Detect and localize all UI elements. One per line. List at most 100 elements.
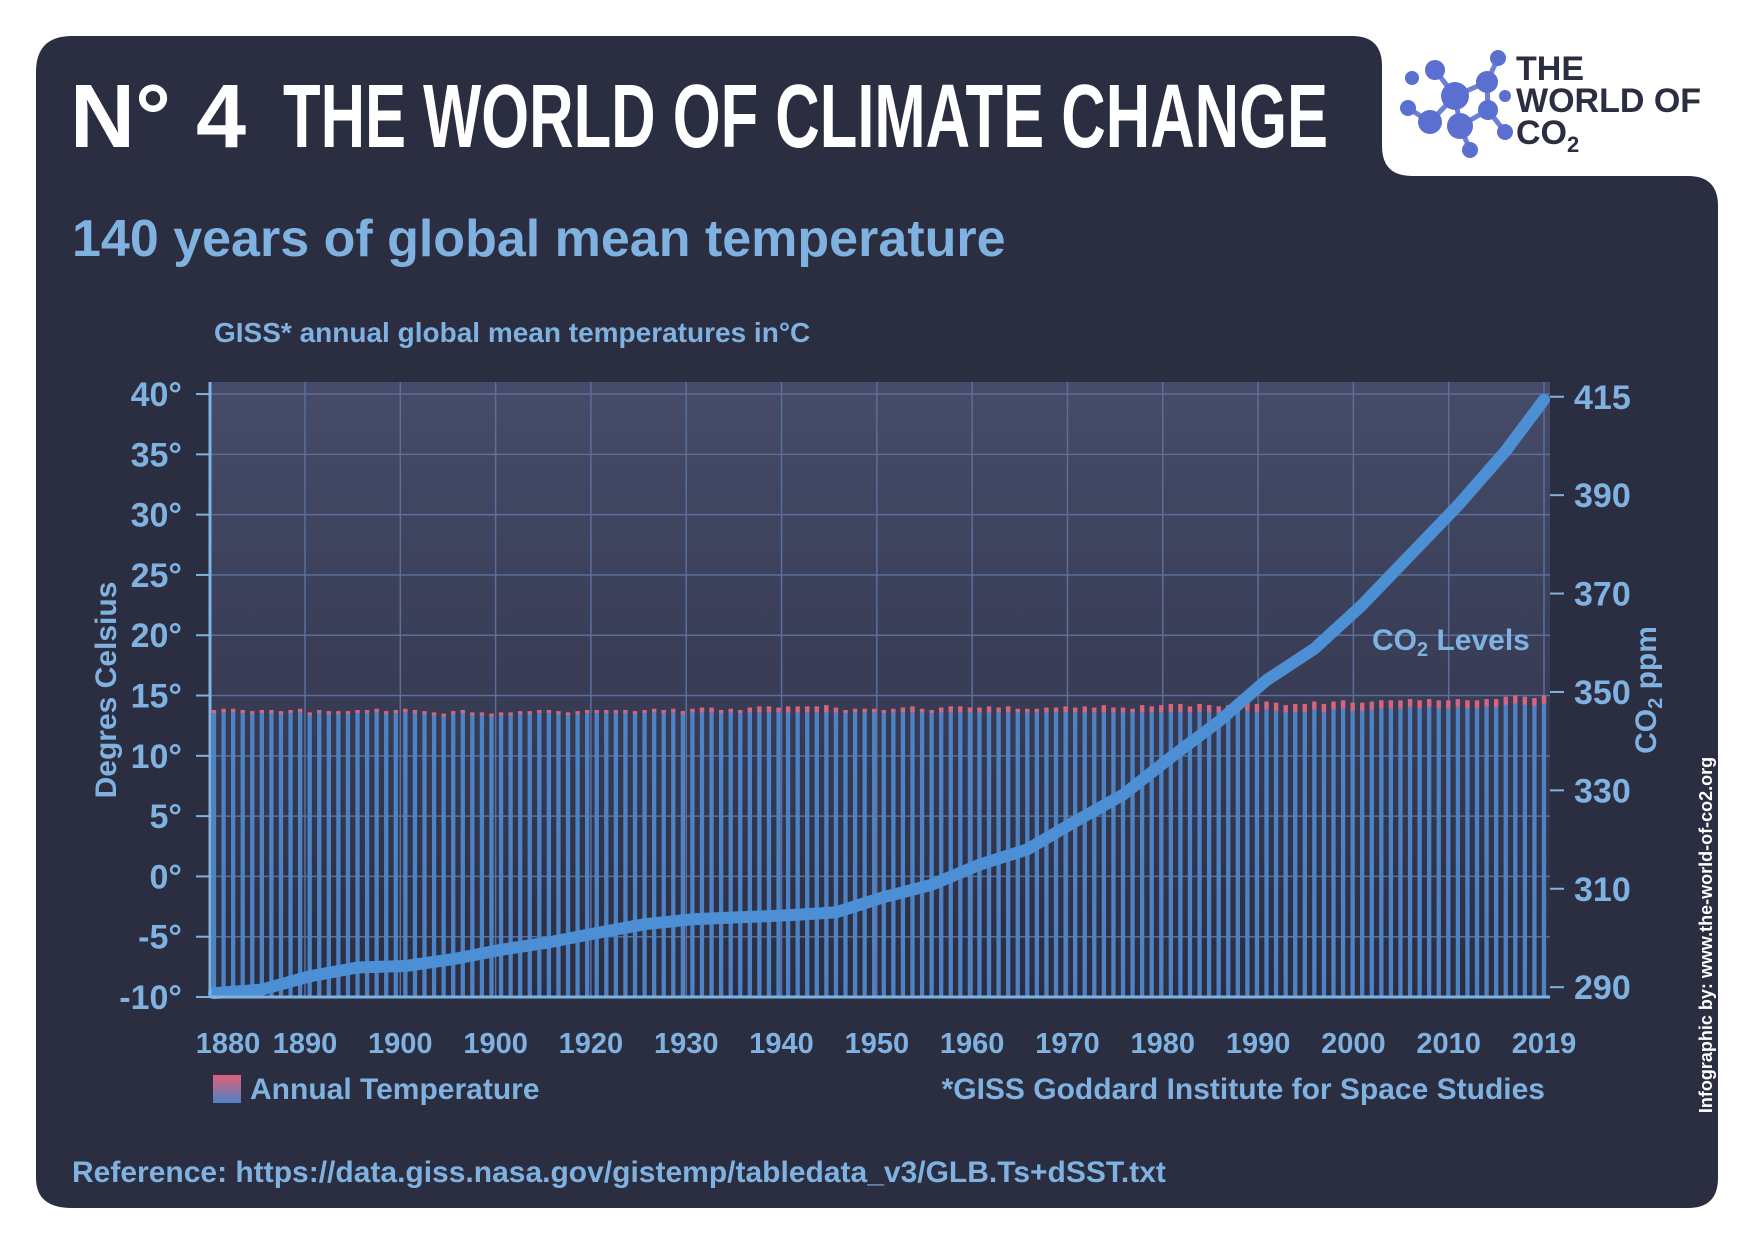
temperature-bar-cap [1101,705,1107,713]
temperature-bar-cap [1206,705,1212,713]
logo-line-2: WORLD OF [1516,82,1701,120]
temperature-bar [1350,702,1355,997]
temperature-bar [1522,696,1528,997]
temperature-bar [709,707,714,997]
temperature-bar [1178,703,1183,997]
temperature-bar-cap [575,711,580,715]
x-tick-label: 1980 [1131,1028,1196,1060]
y-tick-label: -10° [119,979,182,1017]
temperature-bar-cap [1006,706,1011,713]
temperature-bar-cap [1178,703,1183,712]
x-tick-label: 2000 [1321,1028,1386,1060]
x-tick-label: 1970 [1035,1028,1100,1060]
temperature-bar [470,712,475,997]
x-tick-label: 1920 [559,1028,624,1060]
temperature-bar [1503,696,1508,997]
temperature-bar [1321,703,1327,997]
y2-tick-label: 290 [1574,969,1631,1007]
temperature-bar-cap [881,710,886,713]
temperature-bar-cap [986,706,992,713]
temperature-bar [939,707,944,997]
y2-tick-label: 415 [1574,379,1631,417]
temperature-bar-cap [728,708,733,713]
temperature-bar-cap [1025,708,1030,713]
temperature-bar [451,711,456,997]
temperature-bar-cap [1168,703,1173,712]
temperature-bar [977,707,982,997]
temperature-bar [1427,699,1432,997]
x-tick-label: 2010 [1416,1028,1481,1060]
temperature-bar-cap [1484,699,1489,708]
temperature-bar [623,710,628,997]
temperature-bar [1101,705,1107,997]
temperature-bar-cap [1427,699,1432,708]
temperature-bar-cap [1072,707,1078,713]
chart-caption: GISS* annual global mean temperatures in… [214,317,810,348]
page-title: THE WORLD OF CLIMATE CHANGE [283,67,1328,167]
temperature-bar [1111,707,1116,997]
y-tick-label: 20° [131,617,182,655]
logo-line-3: CO2 [1516,114,1579,157]
temperature-bar-cap [1034,708,1040,713]
temperature-bar [958,706,963,997]
temperature-bar [814,706,819,997]
plot-background [210,382,1550,997]
temperature-bar-cap [364,710,370,713]
temperature-bar-cap [852,708,858,713]
temperature-bar-cap [671,708,676,713]
y2-tick-label: 330 [1574,772,1631,810]
temperature-bar [1407,699,1413,997]
chart-subtitle: 140 years of global mean temperature [72,210,1006,268]
temperature-bar [345,711,351,997]
temperature-bar [1226,705,1231,997]
temperature-bar-cap [718,710,724,713]
temperature-bar-cap [1245,702,1250,711]
temperature-bar-cap [317,710,322,713]
temperature-bar [288,710,293,997]
temperature-bar-cap [661,710,666,713]
temperature-bar-cap [1293,703,1298,712]
temperature-bar [690,708,695,997]
temperature-bar-cap [939,707,944,713]
temperature-bar-cap [565,712,571,716]
temperature-bar [1235,703,1240,997]
temperature-bar [718,710,724,997]
x-tick-label: 1950 [845,1028,910,1060]
temperature-bar [393,710,398,997]
temperature-bar [1130,708,1135,997]
temperature-bar-cap [556,711,561,715]
temperature-bar-cap [269,710,274,713]
temperature-bar [1465,700,1470,997]
temperature-bar [881,710,886,997]
y-tick-label: 35° [131,436,182,474]
temperature-bar-cap [709,707,714,713]
temperature-bar-cap [814,706,819,713]
temperature-bar [1264,701,1269,997]
temperature-bar [1216,706,1221,997]
temperature-bar [1139,705,1145,997]
temperature-bar [441,713,446,997]
temperature-bar-cap [1532,697,1537,706]
reference-link[interactable]: Reference: https://data.giss.nasa.gov/gi… [72,1156,1166,1189]
x-axis-ticks: 1880 1890 1900 1900 1920 1930 1940 1950 1960 1970… [196,1028,1577,1060]
temperature-bar [422,711,427,997]
temperature-bar [1254,703,1260,997]
temperature-bar [1340,700,1346,997]
y2-tick-label: 350 [1574,674,1631,712]
temperature-bar-cap [1254,703,1260,712]
temperature-bar-cap [412,710,418,713]
temperature-bar-cap [977,707,982,713]
temperature-bar [1245,702,1250,997]
temperature-bar [862,708,867,997]
x-tick-label: 1930 [654,1028,719,1060]
temperature-bar-cap [1264,701,1269,710]
temperature-bar [230,708,236,997]
temperature-bar [1197,703,1202,997]
temperature-bar [1063,706,1068,997]
temperature-bar-cap [862,708,867,713]
temperature-bar [1513,695,1518,997]
temperature-bar [585,710,590,997]
temperature-bar-cap [345,711,351,715]
temperature-bar [221,708,226,997]
temperature-bar-cap [384,711,389,715]
